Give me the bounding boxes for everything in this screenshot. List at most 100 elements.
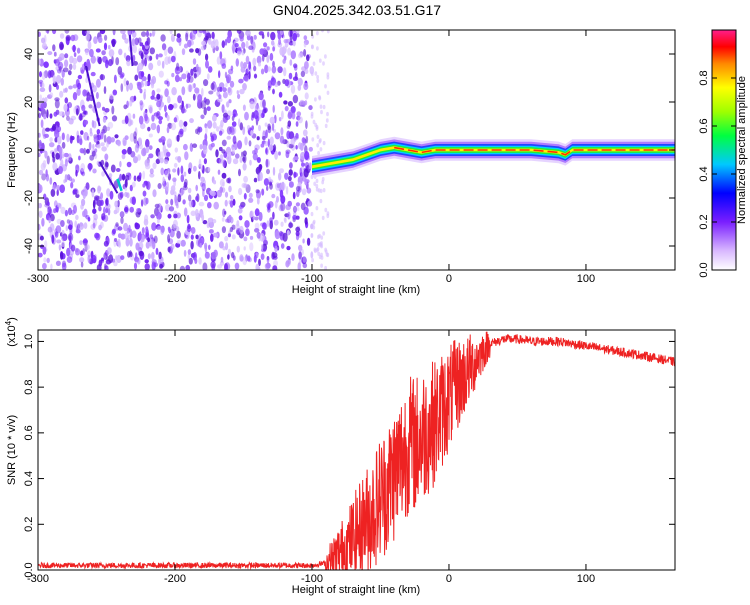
snr-xtick-label: 0 xyxy=(446,573,452,585)
noise-dot xyxy=(46,30,50,34)
noise-dot xyxy=(231,121,237,127)
noise-dot xyxy=(149,47,155,55)
noise-dot xyxy=(60,251,64,260)
noise-dot xyxy=(119,73,124,79)
noise-dot xyxy=(295,202,300,207)
noise-dot xyxy=(61,241,65,248)
noise-dot xyxy=(72,57,78,65)
noise-dot xyxy=(41,127,46,137)
noise-dot xyxy=(280,243,285,249)
noise-dot xyxy=(80,163,86,172)
noise-dot xyxy=(117,233,122,239)
noise-dot xyxy=(123,104,128,110)
noise-dot xyxy=(134,74,139,81)
noise-dot xyxy=(70,34,76,42)
snr-xtick-label: 100 xyxy=(577,573,595,585)
noise-dot xyxy=(236,245,240,253)
noise-dot xyxy=(165,185,170,192)
noise-dot xyxy=(298,251,302,260)
noise-dot xyxy=(167,95,171,104)
noise-dot xyxy=(43,193,47,201)
noise-dot xyxy=(145,163,151,170)
noise-dot xyxy=(239,156,243,163)
noise-dot xyxy=(59,184,65,193)
noise-dot xyxy=(263,178,270,186)
noise-dot xyxy=(188,194,192,202)
noise-dot xyxy=(253,34,257,40)
noise-dot xyxy=(40,102,45,112)
noise-dot xyxy=(48,142,55,148)
noise-dot xyxy=(38,169,44,176)
noise-dot xyxy=(81,198,86,207)
noise-dot xyxy=(292,205,298,213)
noise-dot xyxy=(85,77,89,84)
noise-dot xyxy=(124,38,129,44)
noise-dot xyxy=(134,143,139,153)
noise-dot xyxy=(183,43,189,49)
noise-dot xyxy=(280,182,287,191)
noise-dot xyxy=(80,250,84,257)
noise-dot xyxy=(148,133,153,138)
noise-dot xyxy=(197,126,203,133)
noise-dot xyxy=(210,82,215,91)
noise-dot xyxy=(191,30,196,38)
noise-dot xyxy=(227,233,231,238)
noise-dot xyxy=(252,153,258,161)
noise-dot xyxy=(142,190,147,197)
noise-dot xyxy=(193,165,197,172)
noise-dot xyxy=(50,263,53,270)
noise-dot xyxy=(224,235,229,242)
noise-dot xyxy=(237,93,241,100)
noise-dot xyxy=(103,252,108,260)
noise-dot xyxy=(167,246,171,253)
noise-dot xyxy=(70,244,76,252)
noise-dot xyxy=(310,111,314,117)
noise-dot xyxy=(156,93,161,100)
snr-scale-label: (x104) xyxy=(4,317,18,347)
noise-dot xyxy=(226,101,230,108)
noise-dot xyxy=(217,264,223,269)
noise-dot xyxy=(159,157,164,164)
noise-dot xyxy=(43,61,49,68)
colorbar-gradient xyxy=(711,29,737,271)
noise-dot xyxy=(52,162,58,171)
noise-dot xyxy=(270,31,276,41)
noise-dot xyxy=(84,244,90,251)
noise-dot xyxy=(75,248,81,256)
noise-dot xyxy=(104,153,109,161)
noise-dot xyxy=(170,243,175,250)
noise-dot xyxy=(91,150,96,157)
noise-dot xyxy=(133,95,137,102)
noise-dot xyxy=(316,143,320,148)
noise-dot xyxy=(255,263,260,270)
noise-dot xyxy=(204,123,208,129)
noise-dot xyxy=(39,235,44,241)
colorbar-tick-label: 0.4 xyxy=(698,166,710,181)
noise-dot xyxy=(186,78,190,83)
noise-dot xyxy=(183,171,187,177)
noise-dot xyxy=(91,254,97,264)
noise-dot xyxy=(38,225,41,230)
noise-dot xyxy=(249,242,254,252)
noise-dot xyxy=(289,162,293,169)
noise-dot xyxy=(164,80,169,85)
snr-panel: -300 -200 -100 0 100 0.0 0.2 0.4 0.6 0.8 1.0 Heigh… xyxy=(4,317,676,596)
noise-dot xyxy=(111,115,118,122)
noise-dot xyxy=(44,97,48,103)
noise-dot xyxy=(150,214,155,219)
noise-dot xyxy=(324,123,328,129)
noise-dot xyxy=(190,234,194,240)
snr-ytick-label: 1.0 xyxy=(23,334,35,349)
noise-dot xyxy=(118,48,123,56)
noise-dot xyxy=(48,208,53,217)
noise-dot xyxy=(123,222,129,232)
noise-dot xyxy=(295,230,300,237)
noise-dot xyxy=(248,140,252,147)
noise-dot xyxy=(177,156,182,163)
snr-xlabel: Height of straight line (km) xyxy=(292,584,420,596)
noise-dot xyxy=(229,80,235,88)
noise-dot xyxy=(150,82,155,89)
noise-dot xyxy=(312,221,315,226)
noise-dot xyxy=(221,139,227,147)
noise-dot xyxy=(165,151,171,157)
